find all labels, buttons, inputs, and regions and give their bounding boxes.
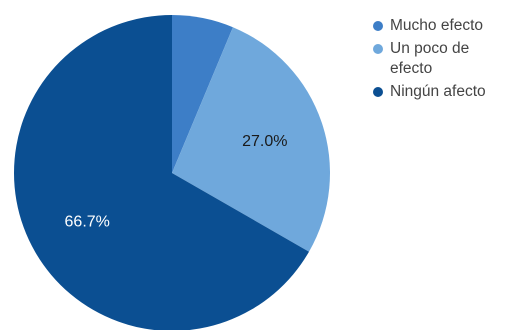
pie-data-label: 27.0% — [242, 133, 287, 150]
pie-data-label: 66.7% — [65, 213, 110, 230]
pie-slices — [14, 15, 330, 330]
legend-swatch-icon — [373, 21, 383, 31]
pie-slice-un-poco-de-efecto[interactable] — [172, 27, 330, 252]
legend-swatch-icon — [373, 87, 383, 97]
pie-slice-mucho-efecto[interactable] — [172, 15, 233, 173]
legend-label: Un poco de efecto — [390, 40, 470, 77]
legend-swatch-icon — [373, 44, 383, 54]
legend-item-ningun-afecto[interactable]: Ningún afecto — [373, 82, 519, 102]
legend-item-mucho-efecto[interactable]: Mucho efecto — [373, 16, 519, 36]
legend-label: Ningún afecto — [390, 83, 486, 100]
pie-data-labels: 27.0% 66.7% — [65, 133, 288, 231]
legend-item-un-poco-de-efecto[interactable]: Un poco de efecto — [373, 39, 519, 79]
pie-slice-ning-n-afecto[interactable] — [14, 15, 309, 330]
legend-label: Mucho efecto — [390, 17, 484, 34]
chart-legend: Mucho efecto Un poco de efecto Ningún af… — [373, 16, 519, 105]
